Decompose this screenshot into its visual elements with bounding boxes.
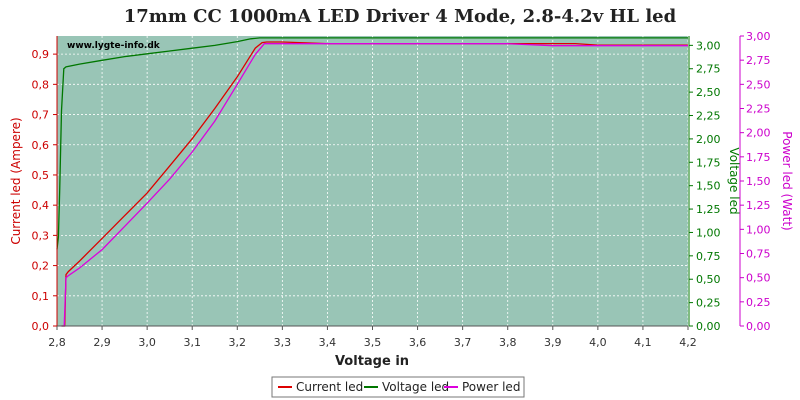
power-tick-label: 2,50 xyxy=(746,78,771,91)
left-axis-ticks: 0,0 0,1 0,2 0,3 0,4 0,5 0,6 0,7 0,8 0,9 xyxy=(32,48,57,333)
x-tick-label: 4,0 xyxy=(589,336,607,349)
left-tick-label: 0,2 xyxy=(32,260,50,273)
power-tick-label: 1,50 xyxy=(746,175,771,188)
x-tick-label: 3,9 xyxy=(544,336,562,349)
x-tick-label: 3,3 xyxy=(274,336,292,349)
x-tick-label: 2,9 xyxy=(93,336,111,349)
chart-title: 17mm CC 1000mA LED Driver 4 Mode, 2.8-4.… xyxy=(124,6,677,27)
left-tick-label: 0,1 xyxy=(32,290,50,303)
power-tick-label: 2,25 xyxy=(746,103,771,116)
voltage-tick-label: 1,75 xyxy=(696,156,721,169)
x-tick-label: 4,2 xyxy=(679,336,697,349)
power-tick-label: 0,50 xyxy=(746,272,771,285)
x-axis-ticks: 2,8 2,9 3,0 3,1 3,2 3,3 3,4 3,5 3,6 3,7 3,8 3,9 4,0 4… xyxy=(48,326,697,349)
left-axis-label: Current led (Ampere) xyxy=(9,117,23,244)
x-tick-label: 3,8 xyxy=(499,336,517,349)
power-axis-label: Power led (Watt) xyxy=(780,131,794,230)
left-tick-label: 0,9 xyxy=(32,48,50,61)
series-layer xyxy=(56,37,688,327)
voltage-axis-label: Voltage led xyxy=(727,147,741,214)
power-tick-label: 1,00 xyxy=(746,223,771,236)
legend-label-voltage-led: Voltage led xyxy=(382,380,449,394)
power-tick-label: 0,75 xyxy=(746,248,771,261)
legend-box xyxy=(271,376,525,398)
power-tick-label: 1,75 xyxy=(746,151,771,164)
voltage-axis-ticks: 0,00 0,25 0,50 0,75 1,00 1,25 1,50 1,75 2,00 2,25… xyxy=(689,39,721,333)
x-tick-label: 2,8 xyxy=(48,336,66,349)
legend: Current led Voltage led Power led xyxy=(271,376,525,398)
left-tick-label: 0,0 xyxy=(32,320,50,333)
legend-label-current-led: Current led xyxy=(296,380,363,394)
voltage-tick-label: 1,50 xyxy=(696,180,721,193)
power-tick-label: 2,75 xyxy=(746,54,771,67)
power-tick-label: 0,00 xyxy=(746,320,771,333)
left-tick-label: 0,3 xyxy=(32,229,50,242)
voltage-tick-label: 2,50 xyxy=(696,86,721,99)
left-tick-label: 0,4 xyxy=(32,199,50,212)
x-tick-label: 3,5 xyxy=(364,336,382,349)
voltage-led-line xyxy=(56,37,688,250)
voltage-tick-label: 0,75 xyxy=(696,250,721,263)
voltage-tick-label: 1,25 xyxy=(696,203,721,216)
x-tick-label: 3,7 xyxy=(454,336,472,349)
x-tick-label: 3,0 xyxy=(138,336,156,349)
voltage-tick-label: 1,00 xyxy=(696,226,721,239)
left-tick-label: 0,7 xyxy=(32,109,50,122)
power-led-line xyxy=(61,43,688,327)
power-tick-label: 3,00 xyxy=(746,30,771,43)
x-tick-label: 4,1 xyxy=(634,336,652,349)
power-tick-label: 2,00 xyxy=(746,127,771,140)
voltage-tick-label: 3,00 xyxy=(696,39,721,52)
voltage-tick-label: 2,00 xyxy=(696,133,721,146)
x-tick-label: 3,2 xyxy=(229,336,247,349)
grid-lines xyxy=(56,36,689,327)
legend-label-power-led: Power led xyxy=(462,380,520,394)
power-tick-label: 0,25 xyxy=(746,296,771,309)
watermark-text: www.lygte-info.dk xyxy=(67,41,161,51)
voltage-tick-label: 0,00 xyxy=(696,320,721,333)
left-tick-label: 0,8 xyxy=(32,78,50,91)
current-led-line xyxy=(61,41,688,327)
left-tick-label: 0,5 xyxy=(32,169,50,182)
x-tick-label: 3,1 xyxy=(183,336,201,349)
left-tick-label: 0,6 xyxy=(32,139,50,152)
power-axis-ticks: 0,00 0,25 0,50 0,75 1,00 1,25 1,50 1,75 2,00 2,25… xyxy=(740,30,771,333)
x-axis-label: Voltage in xyxy=(335,354,409,369)
voltage-tick-label: 0,25 xyxy=(696,297,721,310)
voltage-tick-label: 2,25 xyxy=(696,110,721,123)
power-tick-label: 1,25 xyxy=(746,199,771,212)
x-tick-label: 3,6 xyxy=(409,336,427,349)
x-tick-label: 3,4 xyxy=(319,336,337,349)
voltage-tick-label: 2,75 xyxy=(696,63,721,76)
voltage-tick-label: 0,50 xyxy=(696,273,721,286)
